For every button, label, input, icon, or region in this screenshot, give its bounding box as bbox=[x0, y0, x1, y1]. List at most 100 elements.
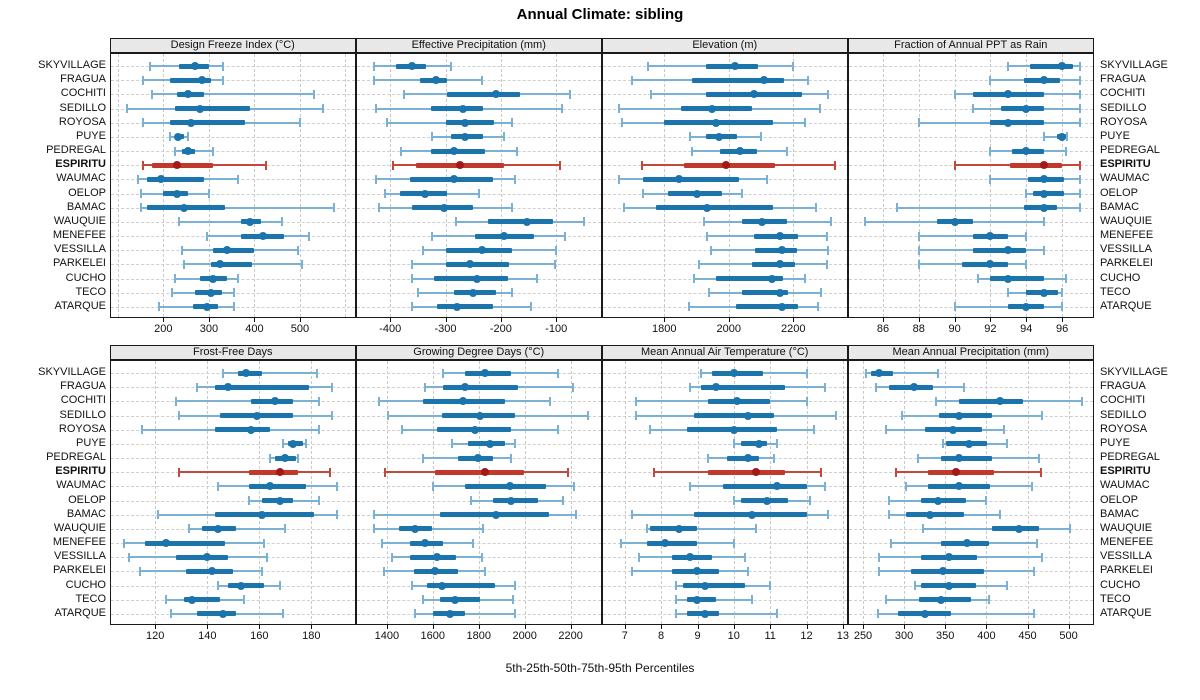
site-label-right-waumac: WAUMAC bbox=[1100, 479, 1150, 492]
site-label-right-menefee: MENEFEE bbox=[1100, 229, 1154, 242]
interquartile-bar bbox=[684, 162, 776, 168]
p95-endcap bbox=[321, 104, 324, 114]
p95-endcap bbox=[480, 552, 483, 562]
interquartile-bar bbox=[646, 540, 698, 546]
site-label-right-parkelei: PARKELEI bbox=[1100, 564, 1153, 577]
axis-tick bbox=[986, 625, 988, 629]
p5-endcap bbox=[876, 609, 879, 619]
site-label-right-oelop: OELOP bbox=[1100, 186, 1138, 199]
median-dot bbox=[460, 118, 469, 127]
p95-endcap bbox=[1078, 89, 1081, 99]
p5-endcap bbox=[700, 368, 703, 378]
median-dot bbox=[252, 411, 261, 420]
panel-header-mean-annual-air-temperature-c: Mean Annual Air Temperature (°C) bbox=[602, 345, 848, 360]
p95-endcap bbox=[516, 146, 519, 156]
axis-tick bbox=[733, 625, 735, 629]
vertical-gridline bbox=[390, 54, 392, 317]
median-dot bbox=[172, 189, 181, 198]
p5-endcap bbox=[689, 132, 692, 142]
median-dot bbox=[445, 609, 454, 618]
vertical-gridline bbox=[163, 54, 165, 317]
median-dot bbox=[1040, 189, 1049, 198]
median-dot bbox=[721, 161, 730, 170]
p95-endcap bbox=[280, 217, 283, 227]
site-label-right-vessilla: VESSILLA bbox=[1100, 243, 1152, 256]
axis-tick bbox=[954, 318, 956, 322]
interquartile-bar bbox=[692, 77, 784, 83]
p95-endcap bbox=[1002, 425, 1005, 435]
percentile-range-line bbox=[866, 372, 938, 375]
interquartile-bar bbox=[151, 162, 214, 168]
site-label-right-sedillo: SEDILLO bbox=[1100, 101, 1147, 114]
p95-endcap bbox=[766, 174, 769, 184]
vertical-gridline bbox=[945, 361, 947, 624]
p95-endcap bbox=[747, 566, 750, 576]
p95-endcap bbox=[480, 75, 483, 85]
median-dot bbox=[459, 397, 468, 406]
interquartile-bar bbox=[431, 148, 485, 154]
p95-endcap bbox=[260, 566, 263, 576]
median-dot bbox=[492, 510, 501, 519]
p95-endcap bbox=[264, 160, 267, 170]
interquartile-bar bbox=[176, 554, 229, 560]
p5-endcap bbox=[640, 160, 643, 170]
p5-endcap bbox=[382, 566, 385, 576]
p95-endcap bbox=[513, 174, 516, 184]
p5-endcap bbox=[976, 274, 979, 284]
median-dot bbox=[507, 496, 516, 505]
row-gridline bbox=[111, 151, 355, 153]
median-dot bbox=[751, 468, 760, 477]
interquartile-bar bbox=[248, 469, 299, 475]
median-dot bbox=[179, 203, 188, 212]
site-label-left-oelop: OELOP bbox=[68, 493, 106, 506]
p95-endcap bbox=[1041, 411, 1044, 421]
median-dot bbox=[491, 90, 500, 99]
p95-endcap bbox=[307, 231, 310, 241]
p5-endcap bbox=[403, 89, 406, 99]
vertical-gridline bbox=[570, 361, 572, 624]
axis-tick bbox=[624, 625, 626, 629]
row-gridline bbox=[849, 80, 1093, 82]
axis-tick-label: 200 bbox=[154, 323, 173, 335]
median-dot bbox=[1040, 203, 1049, 212]
median-dot bbox=[161, 539, 170, 548]
median-dot bbox=[1004, 118, 1013, 127]
median-dot bbox=[223, 246, 232, 255]
p95-endcap bbox=[1066, 132, 1069, 142]
median-dot bbox=[485, 439, 494, 448]
axis-tick-label: 400 bbox=[977, 630, 996, 642]
p95-endcap bbox=[305, 439, 308, 449]
axis-tick bbox=[155, 625, 157, 629]
p95-endcap bbox=[535, 274, 538, 284]
site-label-right-puye: PUYE bbox=[1100, 436, 1130, 449]
p95-endcap bbox=[1043, 245, 1046, 255]
axis-tick-label: 9 bbox=[694, 630, 701, 642]
interquartile-bar bbox=[726, 455, 760, 461]
p95-endcap bbox=[237, 274, 240, 284]
median-dot bbox=[420, 189, 429, 198]
site-label-right-skyvillage: SKYVILLAGE bbox=[1100, 59, 1168, 72]
panel-header-frost-free-days: Frost-Free Days bbox=[110, 345, 356, 360]
p95-endcap bbox=[760, 132, 763, 142]
p5-endcap bbox=[634, 411, 637, 421]
p95-endcap bbox=[187, 132, 190, 142]
axis-tick-label: 1600 bbox=[420, 630, 446, 642]
p5-endcap bbox=[442, 368, 445, 378]
p95-endcap bbox=[328, 467, 331, 477]
p5-endcap bbox=[642, 189, 645, 199]
p5-endcap bbox=[372, 524, 375, 534]
median-dot bbox=[522, 217, 531, 226]
p95-endcap bbox=[556, 425, 559, 435]
row-gridline bbox=[849, 151, 1093, 153]
median-dot bbox=[270, 397, 279, 406]
median-dot bbox=[1058, 132, 1067, 141]
vertical-gridline bbox=[883, 54, 884, 317]
p95-endcap bbox=[805, 396, 808, 406]
interquartile-bar bbox=[1010, 162, 1063, 168]
axis-tick-label: -400 bbox=[379, 323, 402, 335]
interquartile-bar bbox=[147, 176, 205, 182]
panel-body-elevation-m bbox=[602, 53, 848, 318]
interquartile-bar bbox=[1033, 191, 1064, 197]
p5-endcap bbox=[372, 61, 375, 71]
